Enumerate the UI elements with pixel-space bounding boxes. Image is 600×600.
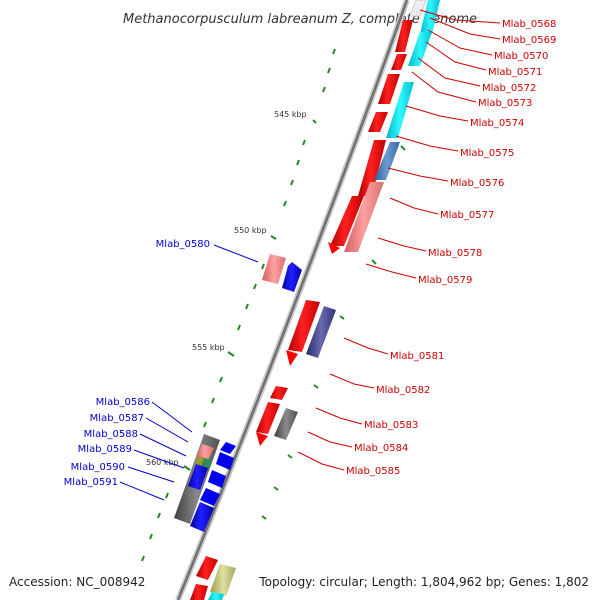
gene-label[interactable]: Mlab_0584: [354, 443, 408, 454]
gene-feature[interactable]: [210, 564, 236, 596]
gene-feature[interactable]: [386, 82, 414, 138]
gene-label[interactable]: Mlab_0581: [390, 351, 444, 362]
blue-gene-labels: Mlab_0580 Mlab_0586 Mlab_0587 Mlab_0588 …: [64, 239, 210, 488]
gene-label[interactable]: Mlab_0571: [488, 67, 542, 78]
gene-label[interactable]: Mlab_0570: [494, 51, 548, 62]
gene-feature[interactable]: [409, 0, 427, 17]
gene-label[interactable]: Mlab_0587: [90, 413, 144, 424]
gene-label[interactable]: Mlab_0579: [418, 275, 472, 286]
gene-feature[interactable]: [328, 242, 340, 254]
gene-label[interactable]: Mlab_0575: [460, 148, 514, 159]
gene-label[interactable]: Mlab_0569: [502, 35, 556, 46]
gene-feature[interactable]: [286, 350, 298, 366]
gene-feature[interactable]: [330, 196, 364, 246]
gene-feature[interactable]: [344, 182, 384, 252]
gene-label[interactable]: Mlab_0583: [364, 420, 418, 431]
gene-feature[interactable]: [190, 502, 214, 532]
gene-feature[interactable]: [270, 386, 288, 400]
gene-feature[interactable]: [220, 442, 236, 454]
gene-feature[interactable]: [256, 402, 280, 434]
gene-feature[interactable]: [368, 112, 388, 132]
gene-feature[interactable]: [358, 140, 386, 196]
gene-label[interactable]: Mlab_0580: [156, 239, 210, 250]
gene-label[interactable]: Mlab_0568: [502, 19, 556, 30]
red-label-leaders: [297, 9, 501, 471]
tick-label: 555 kbp: [192, 343, 225, 352]
gene-label[interactable]: Mlab_0582: [376, 385, 430, 396]
genome-summary-text: Topology: circular; Length: 1,804,962 bp…: [258, 575, 589, 589]
gene-label[interactable]: Mlab_0585: [346, 466, 400, 477]
gene-feature[interactable]: [190, 584, 208, 600]
gene-feature[interactable]: [200, 488, 220, 506]
gene-feature[interactable]: [196, 444, 214, 460]
gene-label[interactable]: Mlab_0574: [470, 118, 524, 129]
map-title: Methanocorpusculum labreanum Z, complete…: [123, 12, 477, 27]
gene-feature[interactable]: [420, 0, 440, 34]
gene-feature[interactable]: [262, 254, 286, 284]
blue-label-leaders: [119, 244, 259, 501]
gene-feature[interactable]: [274, 408, 298, 440]
tick-label: 560 kbp: [146, 458, 179, 467]
gene-label[interactable]: Mlab_0578: [428, 248, 482, 259]
gene-feature[interactable]: [395, 20, 413, 52]
gene-feature[interactable]: [188, 464, 208, 490]
gene-label[interactable]: Mlab_0576: [450, 178, 504, 189]
reverse-strand-features: [174, 254, 302, 532]
gene-feature[interactable]: [282, 262, 302, 292]
gene-feature[interactable]: [256, 432, 268, 446]
gene-label[interactable]: Mlab_0572: [482, 83, 536, 94]
forward-strand-features: [190, 0, 440, 600]
gene-feature[interactable]: [201, 458, 212, 468]
gene-feature[interactable]: [374, 142, 400, 180]
gene-label[interactable]: Mlab_0591: [64, 477, 118, 488]
gene-feature[interactable]: [288, 300, 320, 352]
tick-label: 545 kbp: [274, 110, 307, 119]
accession-text: Accession: NC_008942: [9, 575, 145, 589]
gene-label[interactable]: Mlab_0573: [478, 98, 532, 109]
kbp-ticks: 545 kbp 550 kbp 555 kbp 560 kbp: [146, 110, 307, 467]
gene-feature[interactable]: [306, 306, 336, 358]
gc-track: [141, 48, 406, 562]
gene-label[interactable]: Mlab_0590: [71, 462, 125, 473]
gene-label[interactable]: Mlab_0589: [78, 444, 132, 455]
gene-feature[interactable]: [196, 556, 218, 580]
gene-feature[interactable]: [208, 470, 226, 488]
gene-feature[interactable]: [378, 74, 400, 104]
gene-feature[interactable]: [408, 32, 432, 66]
gene-label[interactable]: Mlab_0588: [84, 429, 138, 440]
gene-label[interactable]: Mlab_0577: [440, 210, 494, 221]
gene-feature[interactable]: [216, 452, 234, 470]
tick-label: 550 kbp: [234, 226, 267, 235]
genome-backbone: [175, 0, 410, 600]
gene-feature[interactable]: [208, 592, 224, 600]
red-gene-labels: Mlab_0568 Mlab_0569 Mlab_0570 Mlab_0571 …: [346, 19, 556, 477]
gene-label[interactable]: Mlab_0586: [96, 397, 150, 408]
gene-feature[interactable]: [391, 54, 407, 70]
